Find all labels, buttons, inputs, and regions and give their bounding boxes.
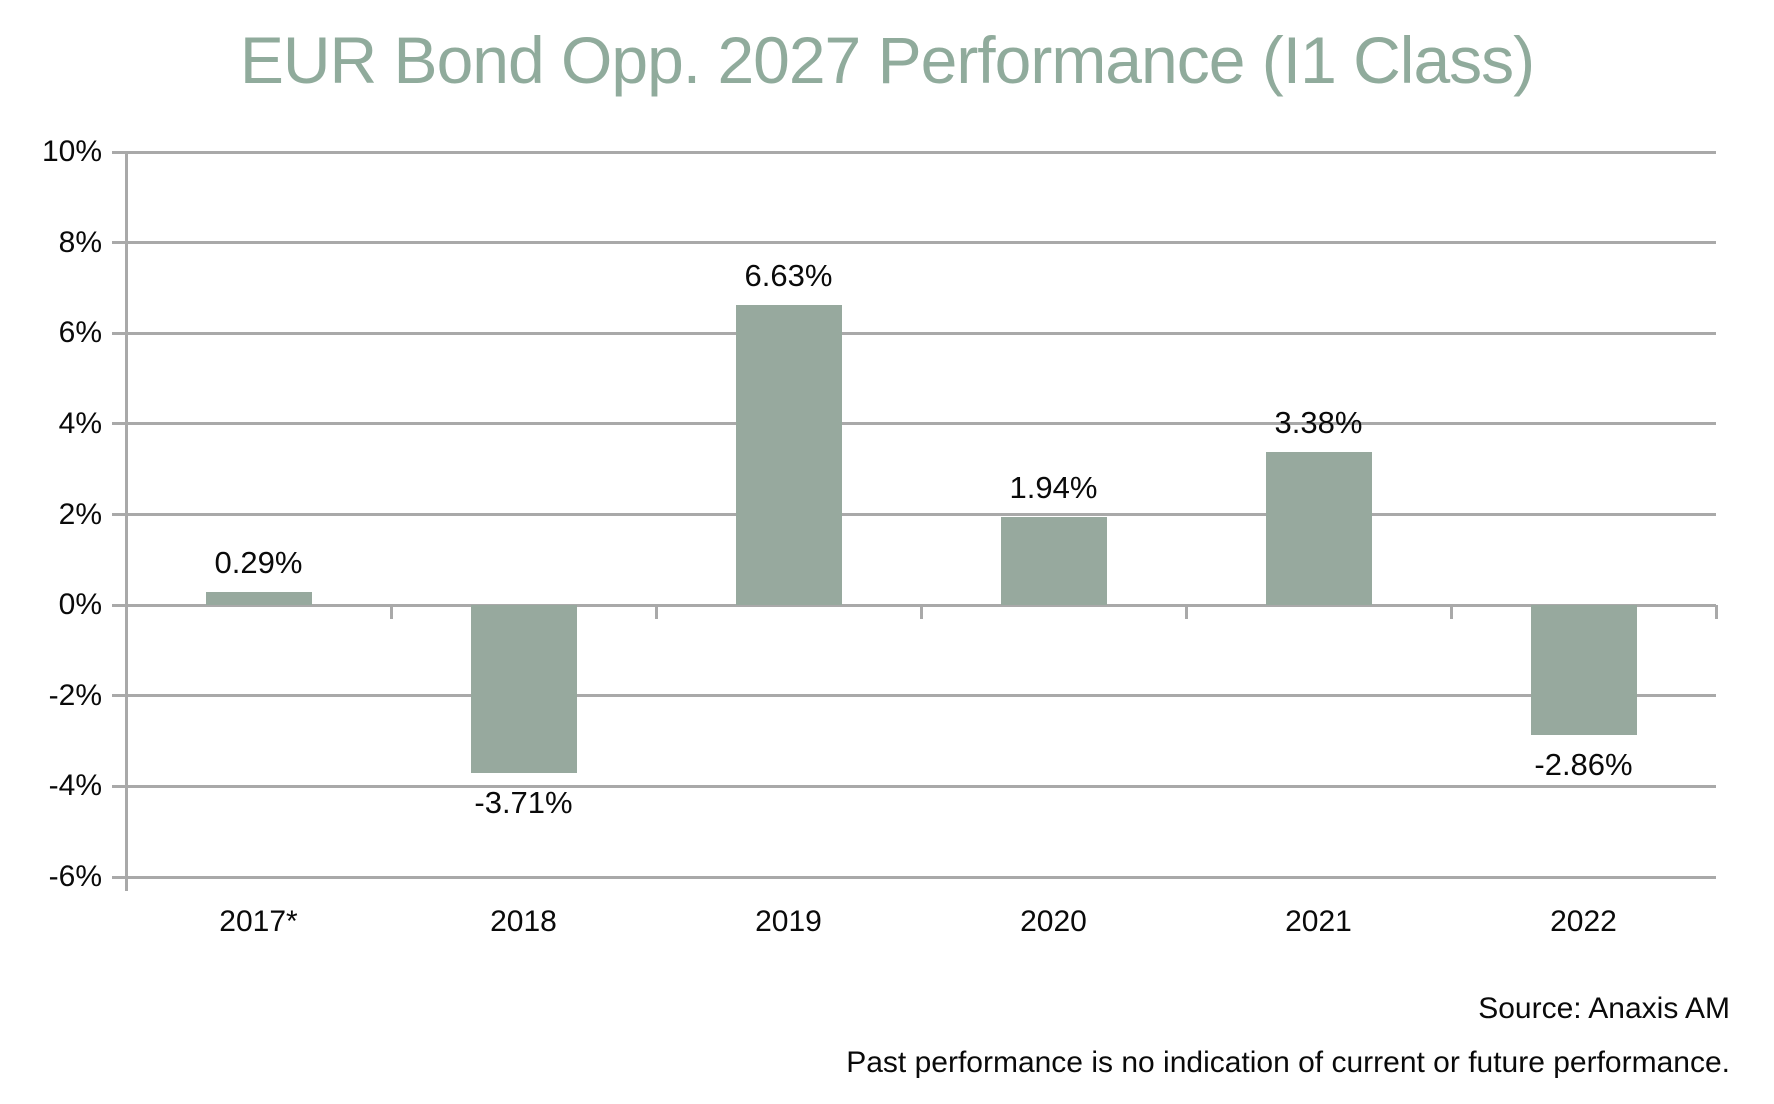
bar-2018 — [470, 605, 577, 774]
x-axis-tick — [1184, 605, 1188, 620]
y-axis-label: 8% — [58, 225, 102, 259]
y-axis-line — [124, 152, 128, 891]
bar-2022 — [1530, 605, 1637, 735]
y-axis-label: -4% — [48, 769, 102, 803]
x-axis-tick — [1449, 605, 1453, 620]
x-axis-tick — [654, 605, 658, 620]
gridline — [126, 331, 1716, 335]
gridline — [126, 422, 1716, 426]
x-axis-tick — [919, 605, 923, 620]
x-axis-label: 2017* — [219, 905, 298, 938]
x-axis-tick — [1714, 605, 1718, 620]
gridline — [126, 784, 1716, 788]
y-axis-label: 2% — [58, 497, 102, 531]
y-axis-tick — [112, 784, 126, 788]
y-axis-tick — [112, 603, 126, 607]
y-axis-label: 6% — [58, 316, 102, 350]
bar-value-label: -3.71% — [474, 785, 573, 821]
x-axis-label: 2021 — [1285, 905, 1352, 938]
y-axis-label: -2% — [48, 678, 102, 712]
y-axis-tick — [112, 331, 126, 335]
y-axis-tick — [112, 513, 126, 516]
x-axis-tick — [389, 605, 393, 620]
y-axis-label: -6% — [48, 860, 102, 893]
y-axis-tick — [112, 422, 126, 426]
bar-2017 — [205, 591, 312, 606]
y-axis-tick — [112, 875, 126, 879]
gridline — [126, 694, 1716, 698]
chart-title: EUR Bond Opp. 2027 Performance (I1 Class… — [239, 23, 1535, 97]
bar-2021 — [1265, 451, 1372, 606]
bar-2019 — [735, 304, 842, 606]
bar-2020 — [1000, 517, 1107, 606]
gridline — [126, 241, 1716, 245]
source-text: Source: Anaxis AM — [1478, 992, 1730, 1025]
bar-value-label: 1.94% — [1009, 470, 1098, 506]
disclaimer-text: Past performance is no indication of cur… — [846, 1046, 1730, 1079]
bar-value-label: 3.38% — [1274, 404, 1363, 440]
y-axis-label: 0% — [58, 588, 102, 622]
x-axis-label: 2020 — [1020, 905, 1087, 938]
gridline — [126, 150, 1716, 154]
x-axis-tick — [124, 605, 128, 620]
gridline — [126, 875, 1716, 879]
gridline — [126, 513, 1716, 516]
y-axis-tick — [112, 694, 126, 698]
y-axis-label: 4% — [58, 406, 102, 440]
x-axis-label: 2019 — [755, 905, 822, 938]
bar-value-label: -2.86% — [1534, 746, 1633, 782]
x-axis-label: 2022 — [1550, 905, 1617, 938]
bar-value-label: 6.63% — [744, 257, 833, 293]
x-axis-label: 2018 — [490, 905, 557, 938]
bar-value-label: 0.29% — [214, 544, 303, 580]
y-axis-label: 10% — [41, 135, 102, 168]
y-axis-tick — [112, 150, 126, 154]
y-axis-tick — [112, 241, 126, 245]
